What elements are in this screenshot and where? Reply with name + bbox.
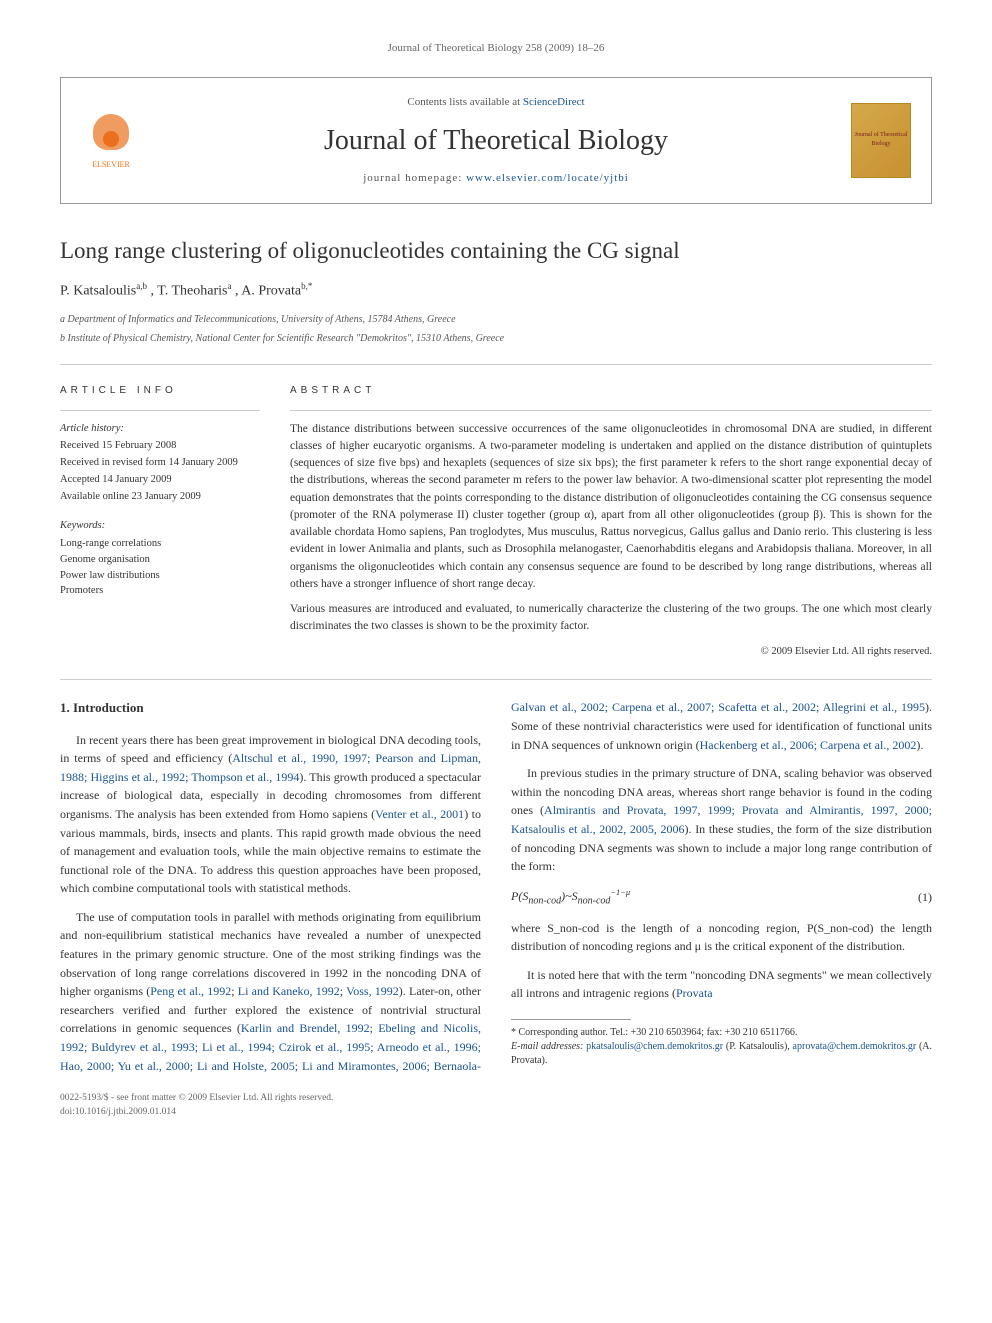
p2-cite1[interactable]: Peng et al., 1992 [150,984,231,998]
homepage-link[interactable]: www.elsevier.com/locate/yjtbi [466,172,629,184]
body-two-column: 1. Introduction In recent years there ha… [60,698,932,1075]
keywords-label: Keywords: [60,518,260,534]
corresponding-marker: * [308,281,313,291]
keyword-1: Genome organisation [60,552,260,568]
history-accepted: Accepted 14 January 2009 [60,472,260,488]
abstract-copyright: © 2009 Elsevier Ltd. All rights reserved… [290,644,932,660]
email-1-name: (P. Katsaloulis), [723,1041,792,1052]
equation-1-expr: P(Snon-cod)~Snon-cod−1−μ [511,886,918,909]
history-revised: Received in revised form 14 January 2009 [60,455,260,471]
body-p4: where S_non-cod is the length of a nonco… [511,919,932,956]
author-1: P. Katsaloulis [60,284,136,299]
journal-name: Journal of Theoretical Biology [141,120,851,162]
author-3-sup: b, [301,281,308,291]
article-info-label: ARTICLE INFO [60,383,260,398]
info-divider [60,410,260,411]
contents-prefix: Contents lists available at [407,96,522,108]
abstract-p1: The distance distributions between succe… [290,421,932,594]
abstract-text: The distance distributions between succe… [290,421,932,660]
contents-line: Contents lists available at ScienceDirec… [141,94,851,111]
elsevier-logo: ELSEVIER [81,105,141,175]
running-header: Journal of Theoretical Biology 258 (2009… [60,40,932,57]
p5-cite1[interactable]: Provata [676,986,713,1000]
abstract-label: ABSTRACT [290,383,932,398]
journal-header-box: ELSEVIER Contents lists available at Sci… [60,77,932,204]
author-2-sup: a [227,281,231,291]
history-label: Article history: [60,421,260,437]
journal-center: Contents lists available at ScienceDirec… [141,94,851,187]
sciencedirect-link[interactable]: ScienceDirect [523,96,585,108]
section-1-heading: 1. Introduction [60,698,481,718]
cover-text: Journal of Theoretical Biology [854,131,908,149]
author-2: , T. Theoharis [150,284,227,299]
p2-cite5[interactable]: Hackenberg et al., 2006; Carpena et al.,… [700,738,917,752]
email-2[interactable]: aprovata@chem.demokritos.gr [793,1041,917,1052]
email-line: E-mail addresses: pkatsaloulis@chem.demo… [511,1040,932,1068]
equation-1: P(Snon-cod)~Snon-cod−1−μ (1) [511,886,932,909]
email-label: E-mail addresses: [511,1041,586,1052]
abstract-divider [290,410,932,411]
affiliation-b: b Institute of Physical Chemistry, Natio… [60,331,932,346]
footer-meta: 0022-5193/$ - see front matter © 2009 El… [60,1091,932,1120]
body-p1: In recent years there has been great imp… [60,731,481,898]
divider [60,364,932,365]
abstract-p2: Various measures are introduced and eval… [290,601,932,636]
keyword-0: Long-range correlations [60,536,260,552]
p1-cite2[interactable]: Venter et al., 2001 [375,807,464,821]
history-received: Received 15 February 2008 [60,438,260,454]
author-3: , A. Provata [235,284,301,299]
body-p5: It is noted here that with the term "non… [511,966,932,1003]
p2-cite3[interactable]: Voss, 1992 [346,984,399,998]
author-1-sup: a,b [136,281,147,291]
homepage-prefix: journal homepage: [363,172,466,184]
keyword-2: Power law distributions [60,568,260,584]
footer-line1: 0022-5193/$ - see front matter © 2009 El… [60,1091,932,1105]
email-1[interactable]: pkatsaloulis@chem.demokritos.gr [586,1041,723,1052]
affiliation-a: a Department of Informatics and Telecomm… [60,312,932,327]
p5-a: It is noted here that with the term "non… [511,968,932,1001]
corr-text: * Corresponding author. Tel.: +30 210 65… [511,1026,932,1040]
corresponding-footnote: * Corresponding author. Tel.: +30 210 65… [511,1026,932,1068]
meta-two-column: ARTICLE INFO Article history: Received 1… [60,383,932,660]
footer-line2: doi:10.1016/j.jtbi.2009.01.014 [60,1105,932,1119]
abstract-column: ABSTRACT The distance distributions betw… [290,383,932,660]
article-title: Long range clustering of oligonucleotide… [60,234,932,269]
footnote-separator [511,1019,631,1020]
homepage-line: journal homepage: www.elsevier.com/locat… [141,170,851,187]
p2-f: ). [916,738,923,752]
body-p3: In previous studies in the primary struc… [511,764,932,876]
elsevier-label: ELSEVIER [92,159,130,171]
keyword-3: Promoters [60,583,260,599]
equation-1-num: (1) [918,888,932,907]
authors-line: P. Katsaloulisa,b , T. Theoharisa , A. P… [60,280,932,302]
article-info-column: ARTICLE INFO Article history: Received 1… [60,383,260,660]
history-online: Available online 23 January 2009 [60,489,260,505]
journal-cover-thumbnail: Journal of Theoretical Biology [851,103,911,178]
p2-cite2[interactable]: Li and Kaneko, 1992 [238,984,340,998]
divider-2 [60,679,932,680]
